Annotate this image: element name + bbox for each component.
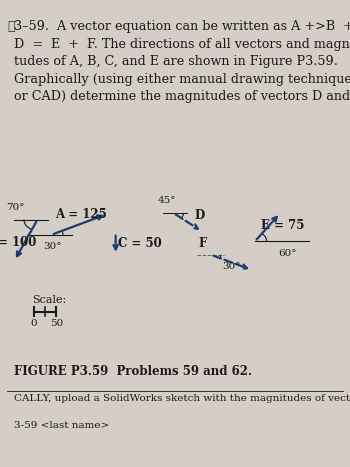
Text: 0: 0: [31, 319, 37, 328]
Text: B = 100: B = 100: [0, 236, 37, 249]
Text: ⎙: ⎙: [8, 21, 15, 33]
Text: F: F: [198, 237, 206, 250]
Text: E = 75: E = 75: [261, 219, 304, 232]
Text: FIGURE P3.59  Problems 59 and 62.: FIGURE P3.59 Problems 59 and 62.: [14, 365, 252, 378]
Text: Scale:: Scale:: [33, 295, 67, 304]
Text: 60°: 60°: [278, 249, 296, 258]
Text: 70°: 70°: [6, 203, 25, 212]
Text: 3-59 <last name>: 3-59 <last name>: [14, 421, 109, 430]
Text: 30°: 30°: [44, 242, 62, 251]
Text: 50: 50: [50, 319, 63, 328]
Text: A = 125: A = 125: [55, 208, 107, 221]
Text: C = 50: C = 50: [118, 237, 161, 250]
Text: CALLY, upload a SolidWorks sketch with the magnitudes of vectors D & F shown.: CALLY, upload a SolidWorks sketch with t…: [14, 394, 350, 403]
Text: 30°: 30°: [222, 262, 240, 271]
Text: 45°: 45°: [157, 197, 176, 205]
Text: D: D: [195, 209, 205, 222]
Text: 3–59.  A vector equation can be written as A +>B  +  C–>
D  =  E  +  F. The dire: 3–59. A vector equation can be written a…: [14, 20, 350, 103]
